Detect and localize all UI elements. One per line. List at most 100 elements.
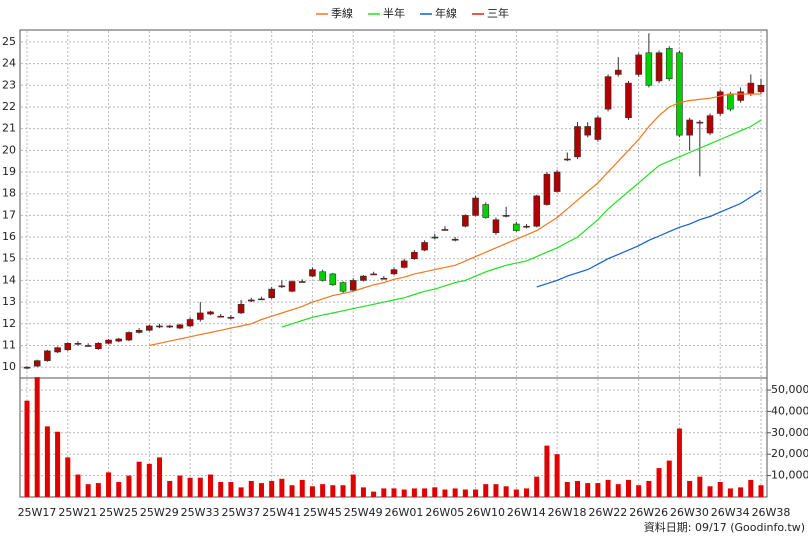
candle-body: [543, 173, 551, 205]
volume-bar: [432, 487, 438, 497]
volume-bar: [615, 484, 621, 497]
volume-bar: [167, 480, 173, 497]
volume-bar: [340, 485, 346, 497]
volume-bar: [524, 488, 530, 497]
volume-bar: [717, 482, 723, 497]
candle-body: [380, 277, 388, 280]
volume-bar: [738, 487, 744, 497]
y2-tick-label: 30,000: [771, 426, 808, 439]
volume-bar: [75, 474, 81, 497]
x-tick-label: 25W45: [303, 506, 342, 519]
candle-body: [400, 260, 408, 268]
volume-bar: [748, 479, 754, 497]
candle-body: [64, 343, 72, 351]
candle-body: [54, 347, 61, 353]
candle-body: [421, 242, 428, 251]
y2-tick-label: 50,000: [771, 383, 808, 396]
candle-body: [441, 229, 449, 231]
candle-body: [645, 52, 653, 86]
volume-bar: [585, 483, 591, 497]
candle-body: [533, 195, 541, 227]
candle-body: [278, 285, 286, 288]
volume-bar: [126, 475, 132, 497]
y-tick-label: 13: [2, 295, 16, 308]
y-tick-label: 20: [2, 143, 16, 156]
volume-bar: [330, 485, 336, 497]
volume-bar: [320, 484, 326, 497]
candle-body: [105, 339, 112, 344]
candle-body: [523, 225, 530, 228]
x-tick-label: 26W14: [507, 506, 546, 519]
candle-body: [594, 117, 602, 140]
y-tick-label: 10: [2, 360, 16, 373]
candle-body: [655, 52, 663, 82]
candle-body: [247, 299, 255, 302]
candle-body: [472, 197, 479, 216]
candle-body: [74, 343, 82, 345]
volume-bar: [656, 468, 662, 497]
x-tick-label: 26W18: [548, 506, 587, 519]
candle-body: [757, 84, 765, 93]
volume-bar: [687, 480, 693, 497]
volume-bar: [411, 488, 417, 497]
candle-body: [176, 324, 184, 329]
candle-body: [115, 338, 123, 342]
candle-body: [146, 325, 153, 331]
candle-body: [33, 360, 41, 367]
x-tick-label: 26W34: [711, 506, 750, 519]
volume-bar: [24, 400, 30, 497]
volume-bar: [65, 457, 71, 497]
candle-body: [696, 121, 704, 124]
candle-body: [574, 126, 581, 158]
volume-bar: [575, 480, 580, 497]
volume-bar: [554, 454, 560, 497]
volume-bar: [136, 461, 142, 497]
candle-body: [84, 345, 92, 347]
x-tick-label: 26W22: [588, 506, 627, 519]
y-tick-label: 12: [2, 317, 16, 330]
candle-body: [268, 288, 275, 299]
volume-bar: [248, 480, 254, 497]
candle-body: [298, 281, 306, 283]
volume-bar: [707, 486, 713, 497]
candle-body: [625, 82, 632, 119]
x-tick-label: 25W41: [262, 506, 301, 519]
candle-body: [411, 251, 418, 260]
candle-body: [482, 204, 490, 218]
y2-tick-label: 10,000: [771, 469, 808, 482]
volume-bar: [483, 484, 489, 497]
y2-tick-label: 20,000: [771, 447, 808, 460]
x-tick-label: 25W17: [18, 506, 57, 519]
ma-line: [536, 189, 762, 288]
legend-label: 季線: [331, 6, 353, 20]
candle-body: [156, 325, 163, 328]
volume-bar: [462, 489, 468, 497]
candle-body: [370, 273, 377, 276]
volume-bar: [197, 477, 203, 497]
x-tick-label: 25W49: [344, 506, 383, 519]
legend-label: 半年: [383, 6, 405, 20]
volume-bar: [493, 484, 499, 497]
candle-body: [390, 269, 398, 275]
volume-bar: [157, 457, 163, 497]
volume-bar: [106, 472, 112, 497]
volume-bar: [666, 460, 672, 497]
y-tick-label: 24: [2, 57, 16, 70]
candle-body: [166, 325, 174, 328]
candle-body: [349, 280, 357, 291]
volume-bar: [371, 491, 377, 497]
y-tick-label: 21: [2, 122, 16, 135]
volume-bar: [218, 482, 224, 497]
y-tick-label: 23: [2, 78, 16, 91]
legend-label: 年線: [435, 6, 457, 20]
candle-body: [431, 236, 439, 239]
volume-bar: [646, 480, 652, 497]
volume-bar: [391, 488, 397, 497]
candle-body: [44, 350, 51, 361]
volume-bar: [85, 484, 91, 497]
volume-bar: [177, 475, 183, 497]
candle-body: [553, 171, 561, 192]
candle-body: [727, 93, 734, 110]
ma-line: [281, 119, 762, 328]
